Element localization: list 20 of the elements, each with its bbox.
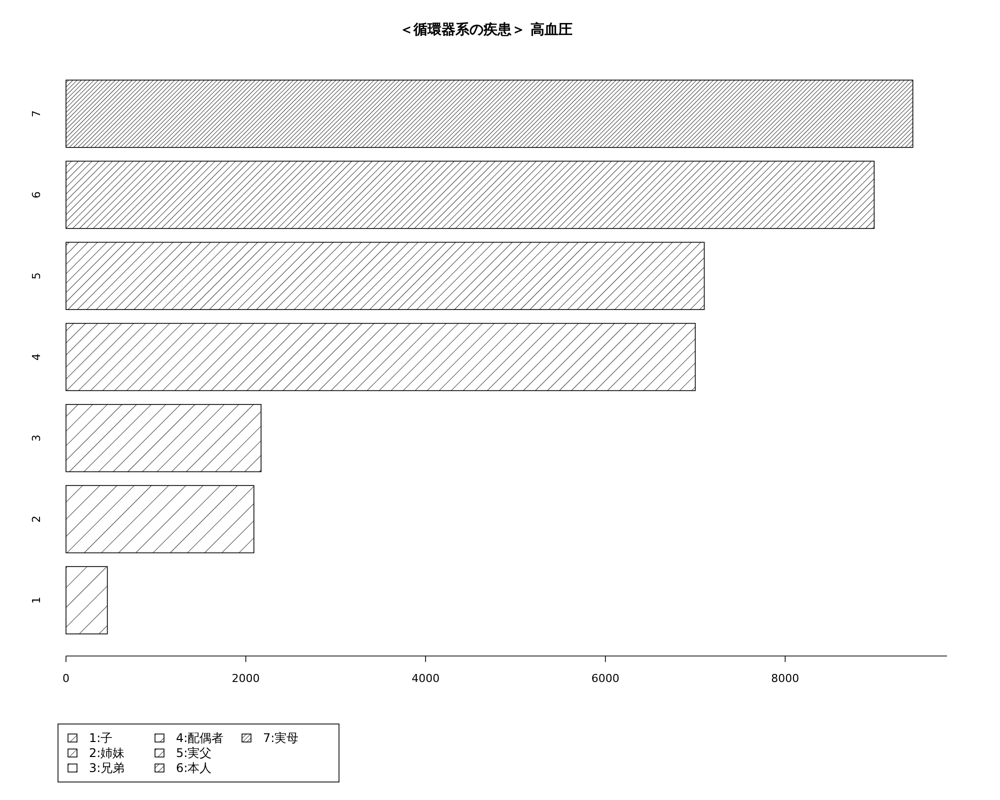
y-tick-label: 3: [30, 434, 43, 442]
legend-label: 6:本人: [176, 761, 212, 775]
legend-label: 4:配偶者: [176, 731, 224, 745]
y-tick-label: 5: [30, 272, 43, 280]
legend-label: 5:実父: [176, 746, 212, 760]
x-tick-label: 0: [62, 672, 70, 685]
x-tick-label: 4000: [412, 672, 440, 685]
y-tick-label: 4: [30, 354, 43, 360]
legend-label: 2:姉妹: [89, 746, 125, 760]
x-tick-label: 8000: [771, 672, 800, 685]
y-tick-label: 1: [30, 596, 43, 604]
y-tick-label: 6: [30, 191, 43, 198]
legend-label: 7:実母: [263, 731, 299, 745]
x-tick-label: 2000: [232, 672, 260, 685]
y-tick-label: 2: [30, 516, 43, 523]
x-tick-label: 6000: [591, 672, 620, 685]
legend-label: 3:兄弟: [89, 761, 125, 775]
y-tick-label: 7: [30, 110, 43, 118]
chart-title: ＜循環器系の疾患＞ 高血圧: [400, 21, 572, 38]
legend-label: 1:子: [89, 731, 113, 745]
